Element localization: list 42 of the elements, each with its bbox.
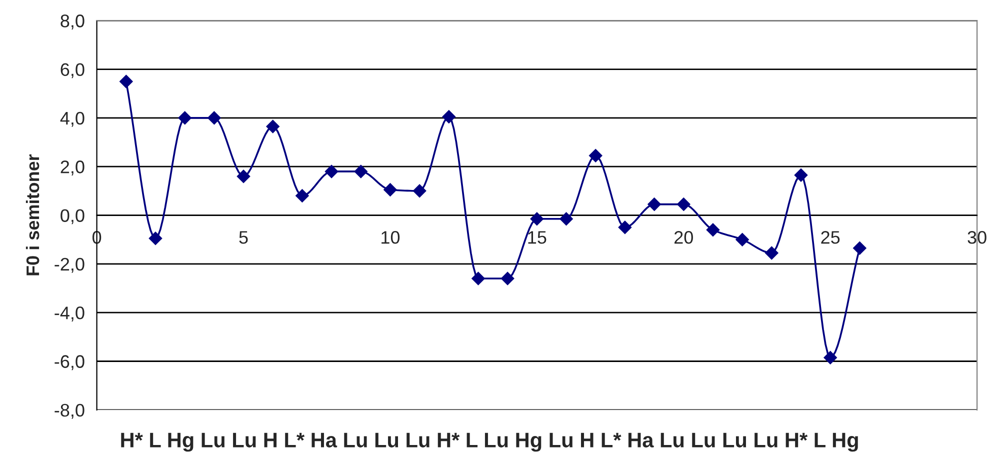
point bbox=[794, 168, 808, 182]
point bbox=[824, 351, 837, 364]
y-tick-label: 6,0 bbox=[60, 63, 84, 78]
point bbox=[442, 110, 456, 124]
point bbox=[208, 111, 221, 125]
y-tick-label: -2,0 bbox=[54, 258, 84, 273]
point bbox=[472, 272, 485, 286]
y-tick-label: 0,0 bbox=[60, 209, 84, 224]
point bbox=[236, 170, 250, 183]
text: H* L Hg Lu Lu H L* Ha Lu Lu Lu H* L Lu Hg Lu H L* Ha Lu Lu Lu Lu H* L Hg bbox=[121, 432, 858, 452]
point bbox=[296, 189, 309, 202]
point bbox=[648, 198, 661, 211]
point bbox=[354, 164, 368, 178]
y-tick-label: -6,0 bbox=[54, 355, 84, 370]
point bbox=[384, 183, 397, 196]
point bbox=[120, 74, 133, 88]
point bbox=[765, 246, 778, 260]
y-tick-label: -4,0 bbox=[54, 306, 84, 322]
point bbox=[500, 272, 514, 286]
x-tick-label: 10 bbox=[382, 231, 400, 244]
point bbox=[677, 198, 690, 211]
x-tick-label: 20 bbox=[674, 231, 693, 244]
x-tick-label: 25 bbox=[821, 231, 840, 244]
y-axis-title: F0 i semitoner bbox=[26, 154, 40, 276]
x-tick-label: 15 bbox=[528, 231, 546, 244]
point bbox=[266, 120, 280, 134]
y-tick-label: 4,0 bbox=[60, 112, 84, 127]
point bbox=[618, 220, 632, 234]
point bbox=[853, 242, 866, 255]
point bbox=[706, 223, 720, 236]
x-tick-label: 5 bbox=[239, 231, 248, 244]
point bbox=[178, 111, 192, 125]
point bbox=[530, 212, 544, 226]
point bbox=[589, 149, 602, 162]
y-tick-label: 2,0 bbox=[60, 160, 84, 176]
point bbox=[736, 233, 749, 246]
point bbox=[324, 164, 338, 178]
point bbox=[560, 212, 573, 226]
y-tick-label: 8,0 bbox=[60, 14, 84, 30]
point bbox=[148, 232, 162, 245]
point bbox=[412, 184, 426, 198]
y-tick-label: -8,0 bbox=[54, 404, 84, 419]
